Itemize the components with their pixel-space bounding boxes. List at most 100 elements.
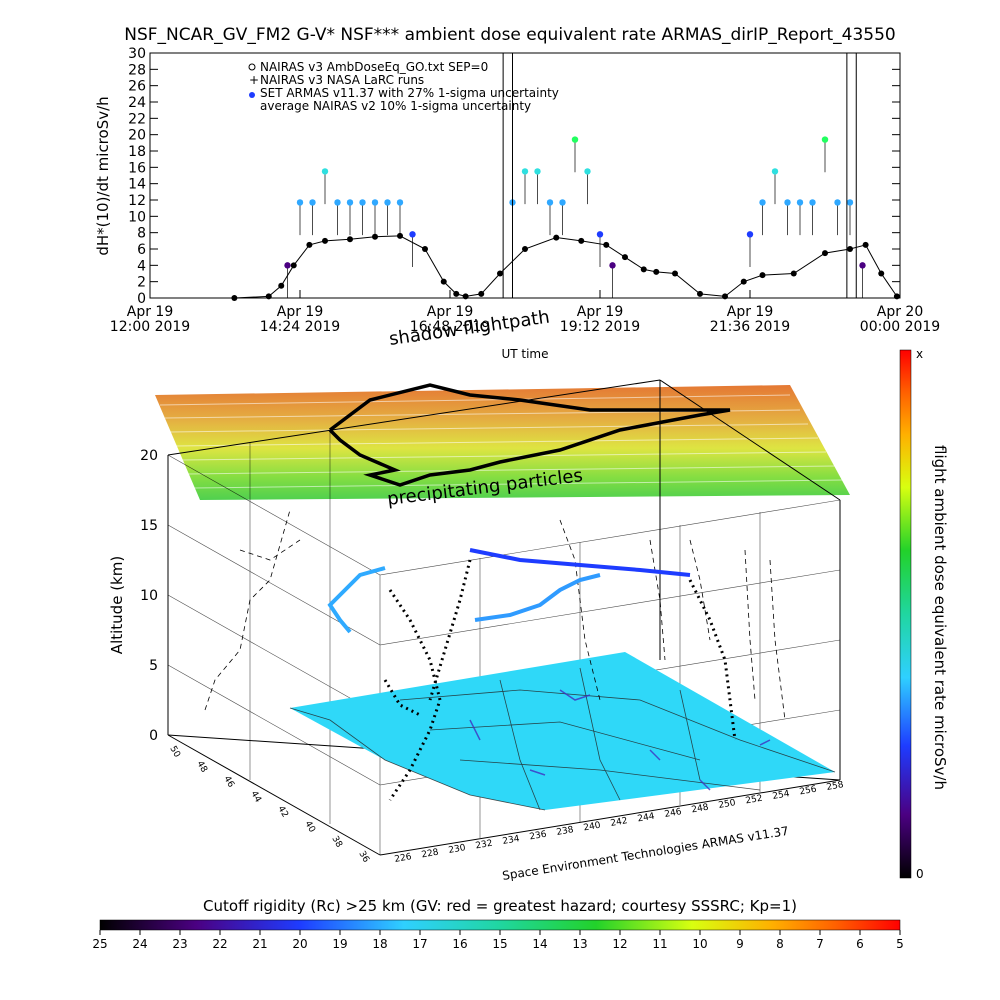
point-armas	[809, 199, 816, 206]
y-tick-label: 10	[128, 209, 146, 225]
longitude-tick: 236	[529, 830, 548, 843]
rigidity-title: Cutoff rigidity (Rc) >25 km (GV: red = g…	[203, 897, 797, 915]
x-tick-time: 12:00 2019	[110, 319, 190, 335]
dose-plane	[155, 385, 850, 500]
point-armas	[321, 168, 329, 175]
ground-map	[290, 652, 835, 810]
y-tick-label: 22	[128, 111, 146, 127]
longitude-tick: 226	[394, 852, 413, 865]
x-tick-day: Apr 19	[427, 304, 473, 320]
map-borders	[289, 667, 836, 811]
y-tick-label: 6	[137, 242, 146, 258]
longitude-ticks: 226 228 230 232 234 236 238 240 242 244 246 248 250 2…	[394, 780, 845, 865]
rigidity-tick-label: 18	[372, 937, 387, 951]
rigidity-tick-label: 20	[292, 937, 307, 951]
point-nairas	[697, 290, 703, 297]
flightpath-shadow	[328, 383, 731, 487]
rigidity-tick-label: 24	[132, 937, 147, 951]
x-tick-time: 16:48 2019	[410, 319, 490, 335]
point-nairas	[422, 246, 428, 252]
point-nairas	[603, 241, 610, 248]
legend-entry: SET ARMAS v11.37 with 27% 1-sigma uncert…	[260, 86, 559, 100]
point-armas	[346, 199, 354, 206]
point-armas	[571, 136, 579, 143]
latitude-tick: 40	[302, 820, 317, 835]
point-armas	[609, 262, 616, 269]
shadow-dashed-lines	[204, 509, 786, 721]
rigidity-tick-label: 14	[532, 937, 547, 951]
point-armas	[771, 168, 779, 175]
point-armas	[846, 199, 854, 206]
latitude-tick: 36	[356, 850, 371, 865]
flight-track-3d	[327, 548, 691, 634]
rigidity-ticks: 25 24 23 22 21 20 19 18 17 16 15 14 13 12 11 10 9 8 7 6 5	[92, 930, 904, 951]
point-nairas	[672, 270, 678, 277]
point-nairas	[478, 290, 485, 297]
y-tick-label: 26	[128, 79, 146, 95]
altitude-tick: 5	[149, 658, 158, 674]
point-nairas	[278, 282, 285, 289]
altitude-tick: 10	[140, 588, 158, 604]
longitude-tick: 240	[583, 821, 602, 834]
point-nairas	[878, 270, 885, 277]
dose-colorbar-label: flight ambient dose equivalent rate micr…	[931, 445, 949, 790]
x-tick-time: 14:24 2019	[260, 319, 340, 335]
longitude-tick: 232	[475, 839, 494, 852]
rigidity-tick-label: 5	[896, 937, 904, 951]
point-nairas	[722, 293, 728, 300]
vertical-dotted-tracks	[383, 559, 737, 801]
y-tick-label: 2	[137, 275, 146, 291]
rigidity-tick-label: 9	[736, 937, 744, 951]
point-armas	[521, 168, 529, 175]
point-nairas	[740, 278, 747, 285]
point-nairas	[862, 241, 869, 248]
legend-entry: NAIRAS v3 NASA LaRC runs	[260, 73, 424, 87]
series-nairas-line	[234, 235, 898, 299]
point-armas	[821, 136, 829, 143]
x-tick-day: Apr 20	[877, 304, 923, 320]
y-tick-label: 16	[128, 160, 146, 176]
point-nairas	[622, 254, 628, 261]
x-tick-day: Apr 19	[277, 304, 323, 320]
latitude-ticks: 50 48 46 44 42 40 38 36	[167, 745, 371, 865]
point-nairas	[522, 246, 528, 252]
altitude-ticks: 0 5 10 15 20	[140, 448, 158, 744]
point-armas	[546, 199, 554, 206]
point-nairas	[453, 290, 460, 297]
latitude-tick: 46	[221, 775, 236, 790]
point-armas	[559, 199, 566, 206]
latitude-tick: 50	[167, 745, 182, 760]
x-tick-day: Apr 19	[127, 304, 173, 320]
point-nairas	[847, 246, 853, 252]
latitude-tick: 48	[194, 760, 209, 775]
y-tick-label: 20	[128, 128, 146, 144]
dose-colorbar	[899, 349, 912, 879]
longitude-tick: 234	[502, 834, 521, 847]
point-armas	[534, 168, 541, 175]
point-armas	[759, 199, 766, 206]
legend-entry: NAIRAS v3 AmbDoseEq_GO.txt SEP=0	[260, 60, 488, 74]
altitude-tick: 0	[149, 728, 158, 744]
y-tick-label: 24	[128, 95, 146, 111]
legend: NAIRAS v3 AmbDoseEq_GO.txt SEP=0 + NAIRA…	[248, 60, 559, 113]
point-armas	[596, 231, 604, 238]
latitude-tick: 44	[248, 790, 263, 805]
legend-marker-plus: +	[249, 73, 259, 87]
longitude-tick: 256	[799, 785, 818, 798]
latitude-tick: 38	[329, 835, 344, 850]
legend-marker-diamond	[248, 63, 256, 71]
point-nairas	[893, 293, 900, 300]
rigidity-tick-label: 21	[252, 937, 267, 951]
point-armas	[584, 168, 591, 175]
point-nairas	[306, 241, 313, 248]
altitude-label: Altitude (km)	[108, 556, 126, 654]
y-tick-label: 18	[128, 144, 146, 160]
point-nairas	[497, 270, 503, 277]
rigidity-tick-label: 23	[172, 937, 187, 951]
point-armas	[284, 262, 291, 269]
point-nairas	[397, 232, 403, 239]
point-armas	[796, 199, 804, 206]
point-nairas	[347, 236, 353, 243]
